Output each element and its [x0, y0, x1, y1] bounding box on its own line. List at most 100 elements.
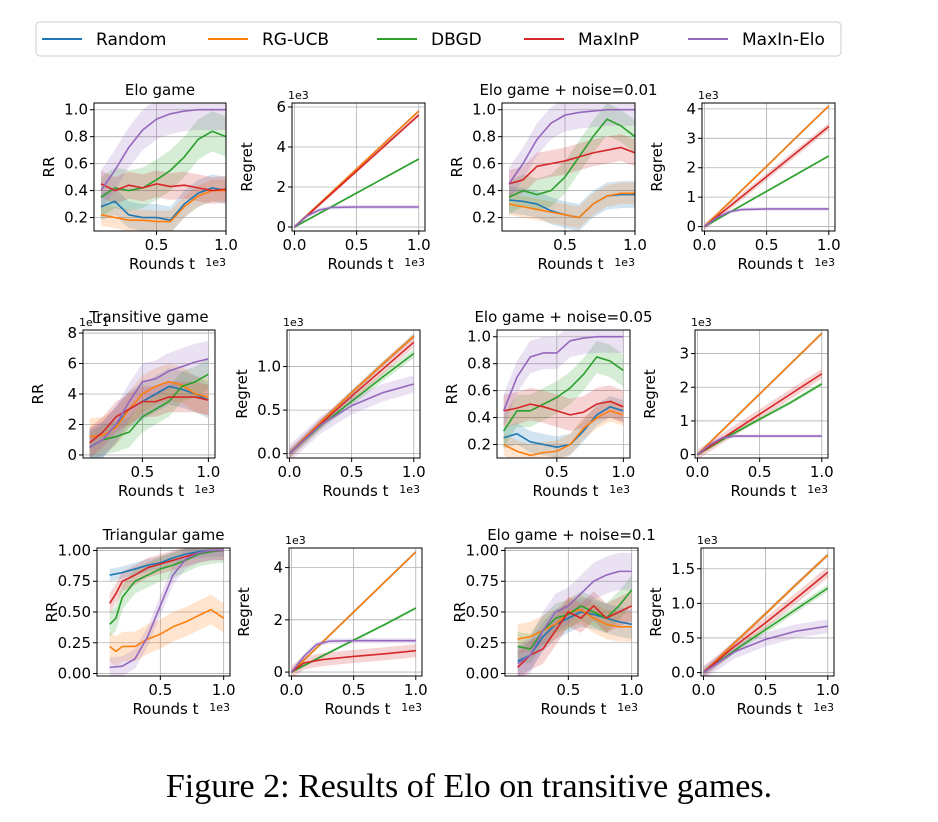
y-tick-label: 2	[276, 178, 286, 196]
line-maxinp	[100, 183, 226, 192]
x-axis-label: Rounds t	[325, 700, 391, 718]
plot-area	[100, 103, 226, 231]
axes-frame	[286, 329, 421, 459]
subplot-9: 0.5 1.0 0.00 0.25 0.50 0.75 1.00 Rounds t 1e3 RR T…	[43, 526, 236, 718]
subplot-title: Elo game + noise=0.01	[479, 81, 657, 99]
figure-caption: Figure 2: Results of Elo on transitive g…	[165, 768, 773, 805]
y-tick-label: 0.6	[64, 155, 88, 173]
legend-label-maxin-elo: MaxIn-Elo	[742, 30, 825, 50]
x-axis-label: Rounds t	[541, 700, 607, 718]
x-axis-label: Rounds t	[738, 255, 804, 273]
y-tick-label: 0	[679, 446, 689, 464]
y-tick-label: 4	[276, 138, 286, 156]
y-tick-label: 0.50	[466, 603, 499, 621]
subplot-title: Triangular game	[102, 526, 225, 544]
plot-area	[702, 552, 829, 676]
plot-area	[703, 104, 830, 231]
plot-area	[108, 548, 225, 676]
axes-frame	[291, 102, 426, 232]
y-axis-label: Regret	[235, 587, 253, 637]
band-maxin-elo	[703, 619, 828, 676]
y-tick-label: 1.0	[467, 328, 491, 346]
band-maxin-elo	[503, 330, 624, 428]
band-maxinp	[289, 336, 414, 458]
x-tick-label: 1.0	[402, 463, 426, 481]
line-rg-ucb	[288, 335, 415, 455]
subplot-4: 0.0 0.5 1.0 0 1 2 3 4 Rounds t 1e3 Regret 1e3	[648, 89, 841, 273]
y-tick-label: 4	[67, 385, 77, 403]
legend-label-rg-ucb: RG-UCB	[262, 30, 329, 50]
line-dbgd	[294, 158, 420, 228]
x-tick-label: 1.0	[214, 236, 238, 254]
x-axis-label: Rounds t	[133, 700, 199, 718]
y-tick-label: 0.8	[467, 355, 491, 373]
y-tick-label: 0.2	[64, 209, 88, 227]
y-axis-exponent: 1e3	[288, 89, 309, 102]
x-tick-label: 0.5	[545, 463, 569, 481]
band-rg-ucb	[517, 594, 632, 654]
x-axis-label: Rounds t	[737, 700, 803, 718]
x-tick-label: 1.0	[404, 681, 428, 699]
x-axis-exponent: 1e3	[194, 483, 215, 496]
line-rg-ucb	[508, 192, 635, 219]
y-tick-label: 0.8	[472, 128, 496, 146]
y-tick-label: 0.75	[58, 572, 91, 590]
x-tick-label: 1.0	[810, 463, 834, 481]
x-tick-label: 0.0	[280, 681, 304, 699]
y-axis-label: Regret	[641, 369, 659, 419]
subplot-11: 0.5 1.0 0.00 0.25 0.50 0.75 1.00 Rounds t 1e3 RR E…	[451, 526, 656, 718]
y-tick-label: 0	[276, 218, 286, 236]
line-maxinp	[503, 400, 624, 416]
y-axis-label: RR	[43, 602, 61, 623]
y-tick-label: 0.2	[472, 209, 496, 227]
band-maxin-elo	[291, 638, 416, 675]
plot-area	[288, 333, 415, 458]
axes-frame	[93, 102, 227, 232]
x-axis-exponent: 1e3	[399, 483, 420, 496]
legend-frame	[35, 21, 842, 57]
line-maxin-elo	[696, 435, 822, 456]
line-maxin-elo	[109, 549, 224, 669]
y-axis-exponent: 1e−1	[79, 316, 109, 329]
line-dbgd	[508, 118, 635, 199]
y-tick-label: 6	[276, 98, 286, 116]
subplot-10: 0.0 0.5 1.0 0 2 4 Rounds t 1e3 Regret 1e3	[235, 534, 428, 718]
y-tick-label: 0.4	[472, 182, 496, 200]
y-tick-label: 8	[67, 324, 77, 342]
line-rg-ucb	[109, 608, 225, 653]
band-maxin-elo	[509, 103, 635, 201]
band-dbgd	[517, 575, 632, 664]
line-rg-ucb	[290, 551, 417, 673]
y-tick-label: 1.00	[466, 541, 499, 559]
line-maxin-elo	[293, 206, 419, 228]
line-rg-ucb	[503, 410, 624, 457]
y-tick-label: 0.25	[466, 634, 499, 652]
y-tick-label: 0.0	[257, 445, 281, 463]
y-tick-label: 2	[67, 415, 77, 433]
line-maxin-elo	[517, 570, 632, 665]
band-rg-ucb	[100, 179, 226, 231]
line-maxin-elo	[89, 358, 209, 449]
x-tick-label: 1.0	[620, 681, 644, 699]
x-tick-label: 0.0	[692, 681, 716, 699]
band-maxin-elo	[89, 340, 209, 458]
y-tick-label: 0.75	[466, 572, 499, 590]
x-tick-label: 0.0	[278, 463, 302, 481]
x-tick-label: 0.5	[754, 681, 778, 699]
line-rg-ucb	[696, 332, 823, 456]
x-axis-exponent: 1e3	[209, 701, 230, 714]
line-dbgd	[517, 589, 633, 650]
x-tick-label: 0.0	[283, 236, 307, 254]
line-dbgd	[502, 356, 624, 432]
y-tick-label: 1.0	[257, 358, 281, 376]
band-rg-ucb	[503, 400, 624, 458]
y-tick-label: 1.0	[671, 594, 695, 612]
x-tick-label: 1.0	[817, 236, 841, 254]
x-tick-label: 0.0	[686, 463, 710, 481]
y-tick-label: 6	[67, 355, 77, 373]
line-dbgd	[100, 130, 226, 198]
y-tick-label: 0.4	[467, 409, 491, 427]
y-tick-label: 0.0	[671, 664, 695, 682]
plot-area	[508, 103, 635, 231]
band-maxin-elo	[289, 375, 414, 458]
